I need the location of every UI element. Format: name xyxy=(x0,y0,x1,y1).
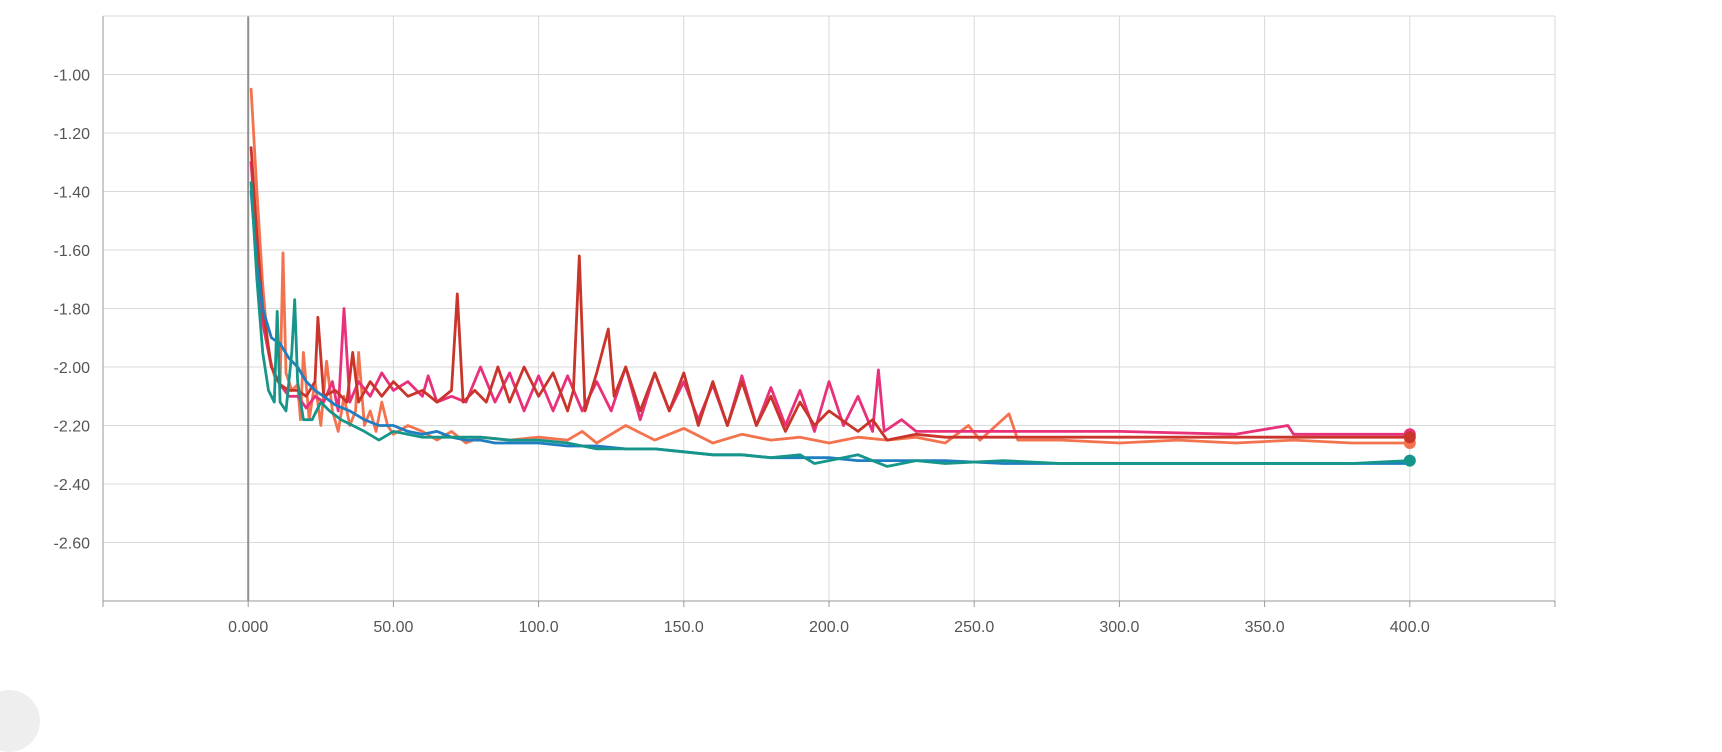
x-tick-label: 0.000 xyxy=(228,619,268,636)
series-line-4 xyxy=(249,190,1412,465)
y-tick-label: -1.00 xyxy=(54,68,91,85)
x-tick-label: 300.0 xyxy=(1099,619,1139,636)
x-tick-label: 100.0 xyxy=(519,619,559,636)
series-line-3 xyxy=(249,146,1412,442)
y-tick-label: -2.00 xyxy=(54,360,91,377)
tick-label-layer: -1.00 -1.20 -1.40 -1.60 -1.80 -2.00 -2.20 -2.40… xyxy=(54,68,1430,637)
chart-svg: -1.00 -1.20 -1.40 -1.60 -1.80 -2.00 -2.20 -2.40… xyxy=(54,15,1556,637)
y-tick-label: -2.40 xyxy=(54,477,91,494)
series-layer xyxy=(249,87,1416,468)
y-tick-label: -1.80 xyxy=(54,302,91,319)
series-line-5 xyxy=(249,181,1412,468)
y-tick-label: -1.40 xyxy=(54,185,91,202)
axis-layer xyxy=(102,16,1556,607)
grid-layer xyxy=(103,15,1556,601)
x-tick-label: 400.0 xyxy=(1390,619,1430,636)
x-tick-label: 350.0 xyxy=(1245,619,1285,636)
y-tick-label: -1.60 xyxy=(54,243,91,260)
x-tick-label: 250.0 xyxy=(954,619,994,636)
y-tick-label: -1.20 xyxy=(54,126,91,143)
x-tick-label: 200.0 xyxy=(809,619,849,636)
series-end-marker-3 xyxy=(1403,431,1416,444)
loss-line-chart: -1.00 -1.20 -1.40 -1.60 -1.80 -2.00 -2.20 -2.40… xyxy=(54,15,1556,637)
x-tick-label: 50.00 xyxy=(373,619,413,636)
x-tick-label: 150.0 xyxy=(664,619,704,636)
series-end-marker-5 xyxy=(1403,454,1416,467)
y-tick-label: -2.60 xyxy=(54,536,91,553)
y-tick-label: -2.20 xyxy=(54,419,91,436)
